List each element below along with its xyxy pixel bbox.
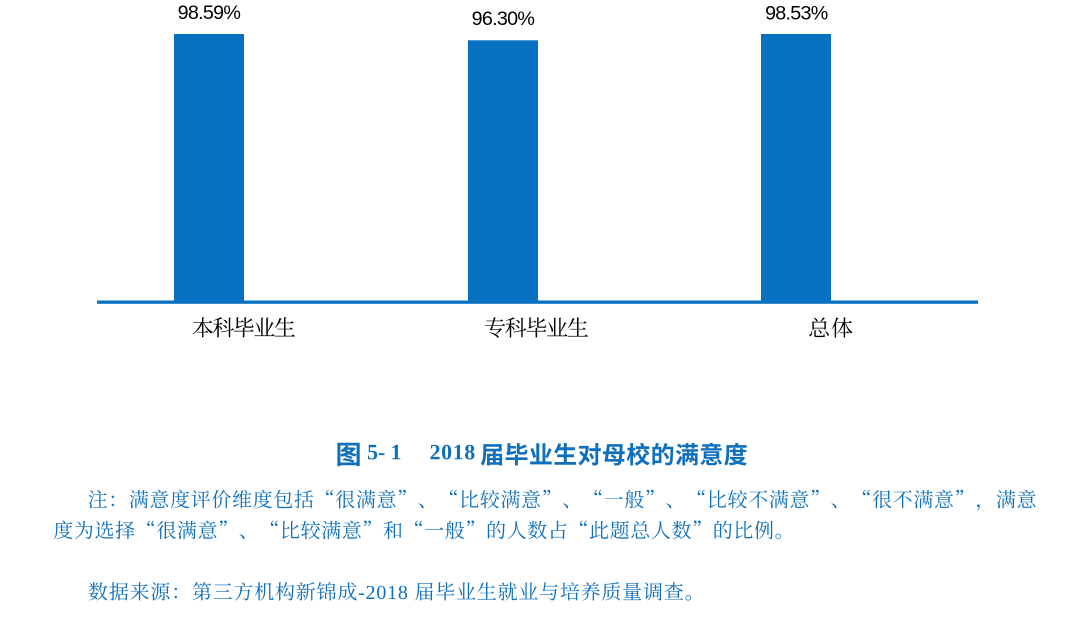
svg-text:96.30%: 96.30% bbox=[472, 8, 535, 30]
svg-text:98.53%: 98.53% bbox=[765, 3, 828, 25]
svg-text:98.59%: 98.59% bbox=[178, 2, 241, 24]
